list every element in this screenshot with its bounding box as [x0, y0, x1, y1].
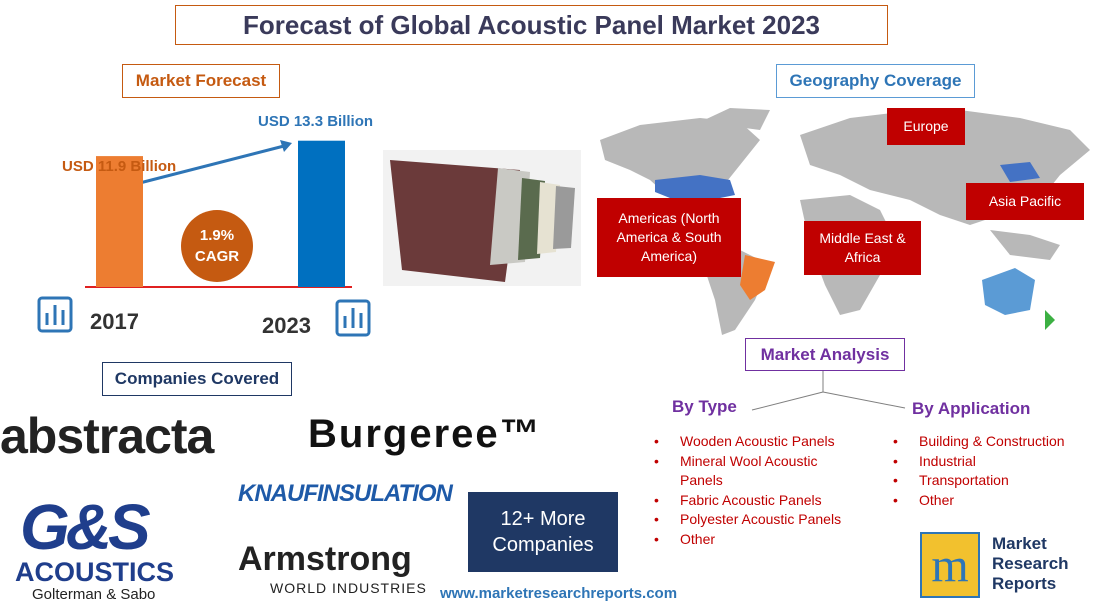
panel	[553, 186, 575, 249]
list-item: Transportation	[891, 471, 1091, 491]
list-item: Polyester Acoustic Panels	[652, 510, 852, 530]
region-label: Asia Pacific	[966, 183, 1084, 220]
bar-label: USD 11.9 Billion	[62, 158, 177, 175]
logo: abstracta	[0, 414, 214, 456]
logo: Golterman & Sabo	[32, 586, 156, 603]
mongolia	[1000, 162, 1040, 182]
geography-heading: Geography Coverage	[776, 64, 975, 98]
tree-lines	[751, 370, 906, 411]
chart-icon	[37, 296, 73, 333]
cagr-circle	[181, 210, 253, 282]
logo: Burgeree™	[308, 412, 542, 456]
list-item: Wooden Acoustic Panels	[652, 432, 852, 452]
list-item: Mineral Wool Acoustic Panels	[652, 452, 852, 491]
list-item: Industrial	[891, 452, 1091, 472]
forecast-heading: Market Forecast	[122, 64, 280, 98]
logo: WORLD INDUSTRIES	[270, 580, 427, 596]
analysis-heading: Market Analysis	[745, 338, 905, 371]
region-label: Middle East & Africa	[804, 221, 921, 275]
brand-word: Market	[992, 534, 1047, 553]
logo: KNAUFINSULATION	[238, 480, 453, 507]
usa	[655, 175, 735, 200]
new-zealand	[1045, 310, 1055, 330]
brazil	[740, 255, 775, 300]
chart-icon	[335, 299, 371, 337]
list-item: Other	[652, 530, 852, 550]
type-heading: By Type	[672, 397, 737, 416]
logo: G&S	[20, 491, 151, 563]
year-label: 2017	[90, 309, 139, 334]
region-label: Europe	[887, 108, 965, 145]
cagr-value: 1.9%	[199, 227, 235, 244]
brand: Market Research Reports	[992, 534, 1069, 594]
bar-label: USD 13.3 Billion	[258, 113, 374, 130]
application-list: Building & ConstructionIndustrialTranspo…	[891, 432, 1091, 510]
type-list: Wooden Acoustic PanelsMineral Wool Acous…	[652, 432, 852, 550]
brand-word: Research	[992, 554, 1069, 573]
brand-icon: m	[920, 532, 980, 598]
list-item: Building & Construction	[891, 432, 1091, 452]
list-item: Fabric Acoustic Panels	[652, 491, 852, 511]
brand-word: Reports	[992, 574, 1057, 593]
logo: Armstrong	[238, 540, 412, 578]
growth-arrow	[127, 144, 285, 188]
cagr-label: CAGR	[194, 248, 240, 265]
more-companies: 12+ More Companies	[468, 492, 618, 572]
arrow-head	[280, 140, 292, 152]
panel	[390, 160, 520, 282]
list-item: Other	[891, 491, 1091, 511]
region-label: Americas (North America & South America)	[597, 198, 741, 277]
website: www.marketresearchreports.com	[440, 585, 678, 602]
year-label: 2023	[262, 313, 311, 338]
companies-heading: Companies Covered	[102, 362, 292, 396]
australia	[982, 268, 1035, 315]
title: Forecast of Global Acoustic Panel Market…	[175, 5, 888, 45]
bar	[96, 156, 143, 287]
logo: ACOUSTICS	[15, 557, 175, 587]
bar	[298, 140, 345, 287]
application-heading: By Application	[912, 399, 1031, 418]
